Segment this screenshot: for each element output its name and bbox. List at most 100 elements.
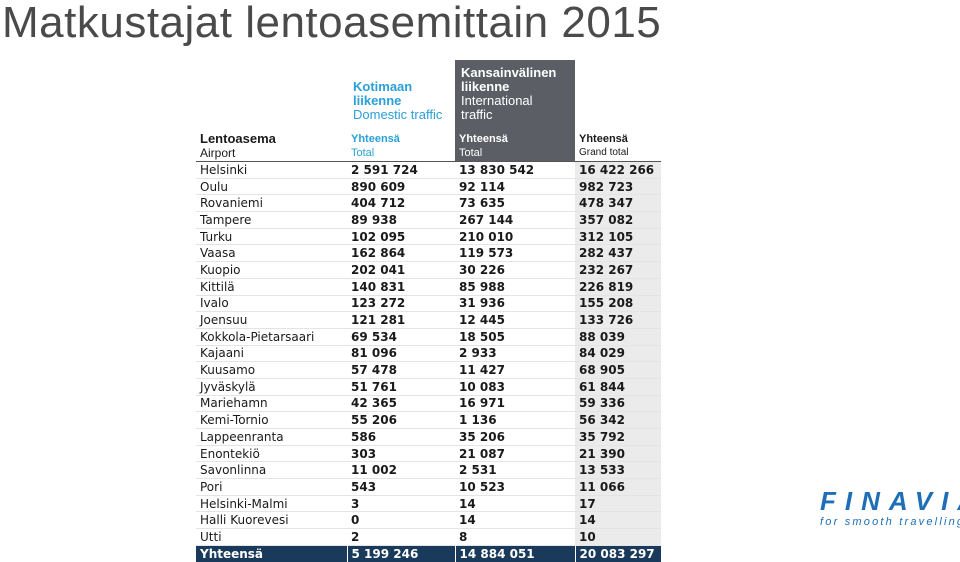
table-row: Kemi-Tornio 55 206 1 136 56 342 [196,411,661,429]
international-total-cell: 11 427 [455,361,575,379]
airport-cell: Oulu [196,178,347,196]
airport-cell: Ivalo [196,295,347,313]
international-header-line2: liikenne [461,79,510,94]
grand-total-cell: 282 437 [575,244,661,263]
airport-header-sub: Airport [200,146,236,160]
airport-cell: Helsinki [196,161,347,179]
grand-total-cell: 11 066 [575,478,661,496]
international-total-cell: 16 971 [455,395,575,413]
grand-total-label: Yhteensä [579,133,628,145]
table-row: Pori 543 10 523 11 066 [196,478,661,496]
grand-total-cell: 312 105 [575,228,661,246]
international-total-cell: 10 083 [455,378,575,396]
international-total-cell: 12 445 [455,311,575,329]
international-total-cell: 267 144 [455,211,575,229]
airport-cell: Pori [196,478,347,496]
page-title: Matkustajat lentoasemittain 2015 [2,0,662,47]
grand-total-cell: 16 422 266 [575,161,661,179]
table-row: Mariehamn 42 365 16 971 59 336 [196,395,661,413]
international-total-sub: Total [459,147,483,159]
table-row: Rovaniemi 404 712 73 635 478 347 [196,194,661,213]
table-row: Kittilä 140 831 85 988 226 819 [196,278,661,296]
domestic-total-cell: 890 609 [347,178,455,196]
grand-total-cell: 982 723 [575,178,661,196]
table-row: Joensuu 121 281 12 445 133 726 [196,311,661,329]
domestic-header-line1: Kotimaan [353,79,413,94]
international-total-cell: 10 523 [455,478,575,496]
table-header-row: Lentoasema Airport Yhteensä Total Yhteen… [196,128,661,162]
airport-cell: Kittilä [196,278,347,296]
domestic-total-cell: 2 591 724 [347,161,455,179]
international-total-cell: 14 [455,495,575,513]
international-total-cell: 18 505 [455,328,575,346]
table-row: Helsinki 2 591 724 13 830 542 16 422 266 [196,161,661,179]
airport-cell: Savonlinna [196,461,347,480]
table-row: Kuusamo 57 478 11 427 68 905 [196,361,661,379]
international-total-cell: 21 087 [455,445,575,463]
domestic-total-cell: 81 096 [347,345,455,363]
table-row: Turku 102 095 210 010 312 105 [196,228,661,246]
table-row: Lappeenranta 586 35 206 35 792 [196,428,661,446]
grand-total-cell: 68 905 [575,361,661,379]
airport-header-label: Lentoasema [200,131,276,146]
domestic-total-column-header: Yhteensä Total [347,128,455,162]
grand-total-cell: 84 029 [575,345,661,363]
international-header-line3: International [461,93,533,108]
domestic-total-label: Yhteensä [351,133,400,145]
grand-total-cell: 61 844 [575,378,661,396]
table-row: Utti 2 8 10 [196,528,661,546]
domestic-header-line2: liikenne [353,93,402,108]
airport-cell: Vaasa [196,244,347,263]
international-total-cell: 30 226 [455,261,575,279]
airport-column-header: Lentoasema Airport [196,128,347,162]
international-total-cell: 2 933 [455,345,575,363]
international-total-cell: 85 988 [455,278,575,296]
domestic-total-cell: 0 [347,511,455,530]
grand-total-cell: 133 726 [575,311,661,329]
international-total-cell: 119 573 [455,244,575,263]
domestic-total-cell: 3 [347,495,455,513]
grand-total-cell: 10 [575,528,661,546]
passenger-table: Lentoasema Airport Yhteensä Total Yhteen… [196,128,661,562]
grand-total-cell: 56 342 [575,411,661,429]
domestic-traffic-header: Kotimaan liikenne Domestic traffic [347,74,455,128]
domestic-total-cell: 303 [347,445,455,463]
domestic-total-cell: 140 831 [347,278,455,296]
international-total-cell: 35 206 [455,428,575,446]
airport-cell: Lappeenranta [196,428,347,446]
logo-name: FINAVIA [820,486,960,516]
airport-cell: Joensuu [196,311,347,329]
domestic-total-sub: Total [351,147,375,159]
table-row: Jyväskylä 51 761 10 083 61 844 [196,378,661,396]
domestic-sum-cell: 5 199 246 [346,545,455,562]
international-total-column-header: Yhteensä Total [455,128,575,162]
international-total-cell: 1 136 [455,411,575,429]
airport-cell: Kuopio [196,261,347,279]
total-label-cell: Yhteensä [196,545,347,562]
grand-total-cell: 357 082 [575,211,661,229]
finavia-logo: FINAVIA for smooth travelling [820,488,960,528]
table-row: Tampere 89 938 267 144 357 082 [196,211,661,229]
grand-total-cell: 17 [575,495,661,513]
international-sum-cell: 14 884 051 [454,545,575,562]
grand-total-cell: 226 819 [575,278,661,296]
international-header-line1: Kansainvälinen [461,65,557,80]
airport-cell: Turku [196,228,347,246]
domestic-total-cell: 586 [347,428,455,446]
grand-total-cell: 14 [575,511,661,530]
grand-total-column-header: Yhteensä Grand total [575,128,661,162]
table-row: Oulu 890 609 92 114 982 723 [196,178,661,196]
grand-total-cell: 88 039 [575,328,661,346]
table-row: Kajaani 81 096 2 933 84 029 [196,345,661,363]
airport-cell: Kajaani [196,345,347,363]
international-total-cell: 210 010 [455,228,575,246]
international-total-cell: 31 936 [455,295,575,313]
table-row: Helsinki-Malmi 3 14 17 [196,495,661,513]
domestic-total-cell: 121 281 [347,311,455,329]
international-header-line4: traffic [461,107,493,122]
domestic-total-cell: 51 761 [347,378,455,396]
airport-cell: Kokkola-Pietarsaari [196,328,347,346]
table-row: Halli Kuorevesi 0 14 14 [196,511,661,530]
domestic-total-cell: 57 478 [347,361,455,379]
airport-cell: Halli Kuorevesi [196,511,347,530]
